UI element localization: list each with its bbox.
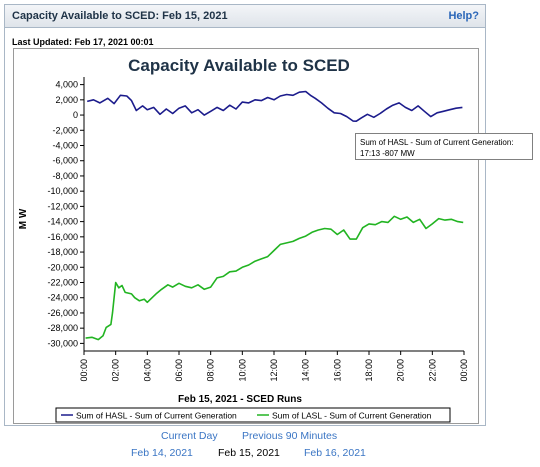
y-tick-label: -2,000	[52, 125, 78, 135]
y-tick-label: 4,000	[55, 80, 78, 90]
panel-header: Capacity Available to SCED: Feb 15, 2021…	[5, 5, 485, 28]
chart-frame: Capacity Available to SCED 4,000 2,000 0 -2…	[13, 48, 479, 424]
prev-date-link[interactable]: Feb 14, 2021	[131, 447, 193, 459]
last-updated-label: Last Updated: Feb 17, 2021 00:01	[12, 37, 154, 47]
y-tick-label: -4,000	[52, 141, 78, 151]
x-tick-label: 02:00	[111, 359, 121, 382]
x-axis-title: Feb 15, 2021 - SCED Runs	[178, 394, 302, 405]
y-tick-label: -12,000	[47, 201, 78, 211]
hasl-series-line[interactable]	[87, 90, 463, 122]
x-tick-label: 16:00	[332, 359, 342, 382]
current-date-label: Feb 15, 2021	[218, 447, 280, 459]
x-tick-label: 06:00	[174, 359, 184, 382]
y-tick-label: -24,000	[47, 293, 78, 303]
x-tick-label: 00:00	[459, 359, 469, 382]
lasl-series-line[interactable]	[85, 215, 464, 341]
next-date-link[interactable]: Feb 16, 2021	[304, 447, 366, 459]
previous-90-minutes-link[interactable]: Previous 90 Minutes	[242, 430, 338, 442]
y-tick-label: 2,000	[55, 95, 78, 105]
legend-label-lasl: Sum of LASL - Sum of Current Generation	[272, 411, 432, 421]
capacity-chart: Capacity Available to SCED 4,000 2,000 0 -2…	[18, 56, 469, 423]
x-tick-label: 04:00	[142, 359, 152, 382]
tooltip-value-line: 17:13 -807 MW	[360, 149, 415, 158]
y-tick-label: -18,000	[47, 247, 78, 257]
current-day-link[interactable]: Current Day	[161, 430, 218, 442]
y-tick-label: -28,000	[47, 323, 78, 333]
y-tick-label: -10,000	[47, 186, 78, 196]
x-tick-label: 10:00	[237, 359, 247, 382]
x-tick-label: 08:00	[206, 359, 216, 382]
legend-label-hasl: Sum of HASL - Sum of Current Generation	[76, 411, 237, 421]
x-tick-label: 14:00	[301, 359, 311, 382]
legend-box	[55, 407, 451, 423]
y-tick-label: -22,000	[47, 278, 78, 288]
date-navigation: Current Day Previous 90 Minutes Feb 14, …	[0, 428, 490, 464]
y-tick-label: -14,000	[47, 217, 78, 227]
x-tick-label: 12:00	[269, 359, 279, 382]
x-tick-label: 00:00	[79, 359, 89, 382]
y-tick-label: -20,000	[47, 262, 78, 272]
y-axis-title: M W	[18, 208, 29, 229]
y-tick-label: -26,000	[47, 308, 78, 318]
help-link[interactable]: Help?	[448, 10, 479, 22]
capacity-panel: Capacity Available to SCED: Feb 15, 2021…	[4, 4, 486, 426]
y-tick-label: -16,000	[47, 232, 78, 242]
tooltip-series-line: Sum of HASL - Sum of Current Generation:	[360, 138, 514, 147]
x-tick-label: 20:00	[396, 359, 406, 382]
y-tick-label: -6,000	[52, 156, 78, 166]
panel-title: Capacity Available to SCED: Feb 15, 2021	[12, 10, 228, 22]
y-tick-label: 0	[73, 110, 78, 120]
chart-legend: Sum of HASL - Sum of Current Generation …	[55, 407, 451, 423]
x-tick-label: 18:00	[364, 359, 374, 382]
y-tick-label: -8,000	[52, 171, 78, 181]
y-tick-label: -30,000	[47, 338, 78, 348]
x-tick-label: 22:00	[427, 359, 437, 382]
chart-title: Capacity Available to SCED	[128, 56, 350, 75]
data-tooltip: Sum of HASL - Sum of Current Generation:…	[355, 133, 533, 160]
